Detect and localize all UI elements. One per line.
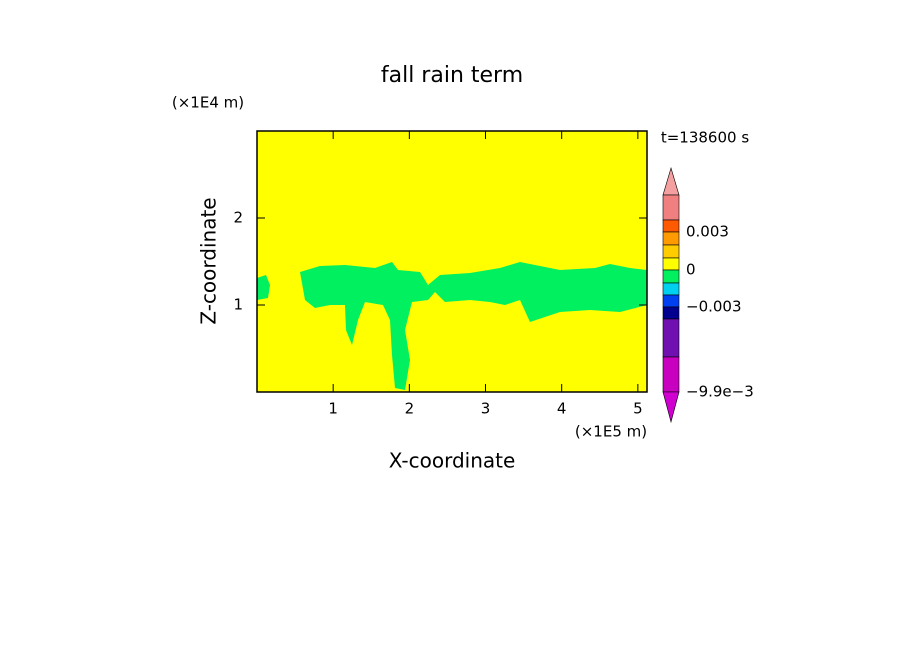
colorbar-cell bbox=[662, 282, 680, 296]
colorbar-cell bbox=[662, 318, 680, 358]
colorbar-cell bbox=[662, 257, 680, 271]
colorbar-cell bbox=[662, 194, 680, 221]
colorbar-cell bbox=[662, 231, 680, 246]
colorbar-tick-label: 0 bbox=[686, 261, 696, 279]
colorbar-cell bbox=[662, 306, 680, 320]
colorbar-tick-label: −9.9e−3 bbox=[686, 383, 754, 401]
field-background bbox=[257, 131, 647, 392]
x-tick-label: 2 bbox=[405, 400, 415, 418]
colorbar-cell bbox=[662, 391, 680, 424]
field-region bbox=[257, 262, 647, 390]
y-unit: (×1E4 m) bbox=[172, 94, 244, 112]
colorbar-cell bbox=[662, 269, 680, 284]
time-label: t=138600 s bbox=[661, 129, 749, 147]
colorbar-cell bbox=[662, 244, 680, 259]
chart-title: fall rain term bbox=[381, 63, 523, 88]
x-tick-label: 3 bbox=[481, 400, 491, 418]
colorbar-tick-label: 0.003 bbox=[686, 223, 729, 241]
colorbar-cell bbox=[662, 166, 680, 196]
colorbar-tick-label: −0.003 bbox=[686, 298, 742, 316]
colorbar-cell bbox=[662, 294, 680, 308]
y-axis-title: Z-coordinate bbox=[197, 197, 221, 324]
x-tick-label: 1 bbox=[328, 400, 338, 418]
x-axis-title: X-coordinate bbox=[389, 449, 516, 473]
colorbar-cell bbox=[662, 356, 680, 393]
colorbar-cell bbox=[662, 219, 680, 233]
x-tick-label: 5 bbox=[633, 400, 643, 418]
y-tick-label: 2 bbox=[233, 209, 243, 227]
plot-frame bbox=[256, 130, 648, 393]
x-tick-label: 4 bbox=[557, 400, 567, 418]
x-unit: (×1E5 m) bbox=[575, 423, 647, 441]
y-tick-label: 1 bbox=[233, 296, 243, 314]
